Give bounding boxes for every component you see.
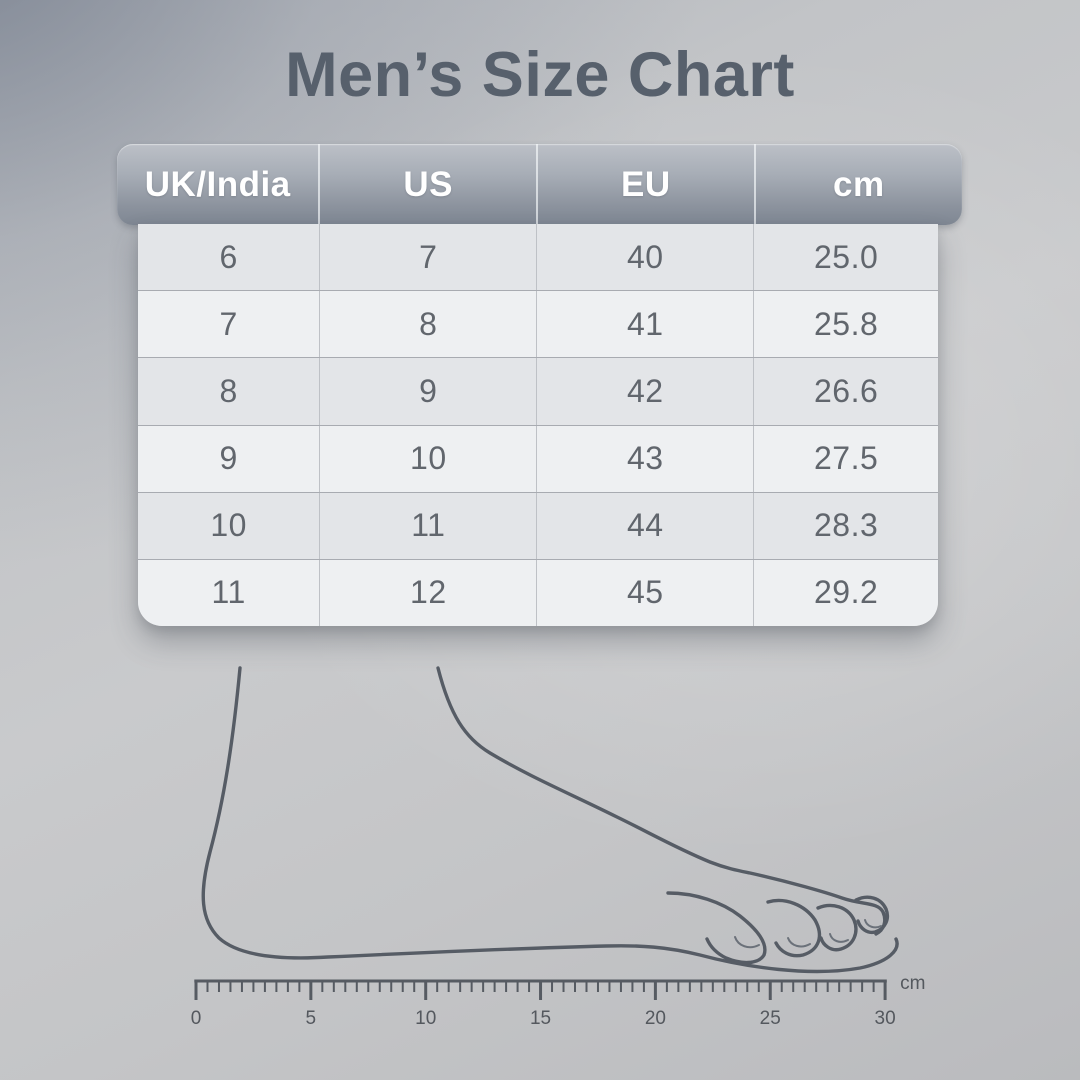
- table-cell: 40: [537, 224, 755, 291]
- column-header: EU: [538, 144, 756, 225]
- foot-fourth-toe-nail: [864, 919, 882, 929]
- ruler-label: 5: [306, 1008, 317, 1029]
- table-cell: 10: [320, 425, 538, 492]
- ruler-label: 10: [415, 1008, 436, 1029]
- column-header: US: [320, 144, 538, 225]
- foot-fourth-toe: [854, 895, 890, 935]
- table-cell: 45: [537, 559, 755, 626]
- table-cell: 7: [320, 224, 538, 291]
- foot-big-toe-nail: [734, 936, 760, 949]
- table-cell: 7: [138, 291, 321, 358]
- table-cell: 8: [320, 291, 538, 358]
- table-cell: 41: [537, 291, 755, 358]
- ruler-label: 20: [645, 1008, 666, 1029]
- table-cell: 25.0: [814, 238, 879, 275]
- foot-illustration: [201, 666, 899, 974]
- table-cell: 11: [320, 492, 538, 559]
- foot-third-toe: [816, 903, 858, 952]
- table-row: 6 7 40 25.0: [138, 224, 938, 291]
- foot-second-toe-nail: [787, 937, 811, 948]
- ruler-label: 30: [875, 1008, 896, 1029]
- table-cell: 29.2: [814, 574, 879, 611]
- table-row: 9 10 43 27.5: [138, 424, 938, 492]
- table-row: 8 9 42 26.6: [138, 357, 938, 425]
- column-header: cm: [833, 164, 885, 204]
- ruler-label: 15: [530, 1008, 551, 1029]
- table-cell: 26.6: [814, 372, 879, 409]
- foot-second-toe: [766, 898, 822, 958]
- table-cell: 8: [138, 358, 321, 425]
- table-cell: 44: [537, 492, 755, 559]
- table-row: 10 11 44 28.3: [138, 491, 938, 559]
- table-cell: 28.3: [814, 507, 879, 544]
- ruler-unit-label: cm: [900, 973, 925, 994]
- table-cell: 9: [320, 358, 538, 425]
- table-cell: 43: [537, 425, 755, 492]
- ruler-label: 0: [191, 1008, 202, 1029]
- foot-instep-line: [436, 666, 887, 936]
- page-title: Men’s Size Chart: [285, 40, 795, 110]
- table-row: 11 12 45 29.2: [138, 558, 938, 626]
- size-table-body: 6 7 40 25.0 7 8 41 25.8 8 9 42 26.6 9 10 43 27.5 10 11 44 2…: [138, 224, 938, 626]
- table-cell: 42: [537, 358, 755, 425]
- table-header: UK/India US EU cm: [117, 144, 962, 225]
- column-header: UK/India: [117, 144, 321, 225]
- table-cell: 27.5: [814, 440, 879, 477]
- foot-big-toe: [666, 891, 767, 965]
- ruler-label: 25: [760, 1008, 781, 1029]
- foot-heel-sole-line: [201, 666, 899, 974]
- table-cell: 9: [138, 425, 321, 492]
- table-cell: 6: [138, 224, 321, 291]
- table-cell: 10: [138, 492, 321, 559]
- table-cell: 11: [138, 559, 321, 626]
- table-cell: 12: [320, 559, 538, 626]
- table-cell: 25.8: [814, 305, 879, 342]
- foot-third-toe-nail: [829, 933, 849, 943]
- table-row: 7 8 41 25.8: [138, 290, 938, 358]
